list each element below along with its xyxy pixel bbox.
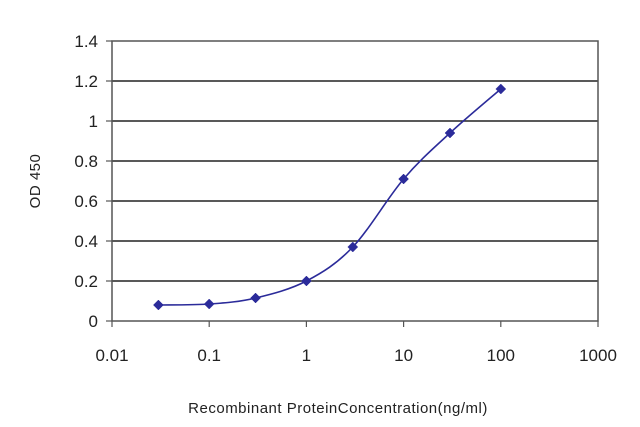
data-point [347, 241, 359, 253]
x-axis-label: Recombinant ProteinConcentration(ng/ml) [188, 400, 488, 417]
plot-area [111, 40, 599, 322]
y-tick-label: 0.4 [74, 232, 98, 251]
x-tick-label: 0.01 [95, 346, 128, 365]
x-tick-label: 1 [302, 346, 311, 365]
series-layer [153, 83, 507, 311]
data-point [203, 298, 215, 310]
x-tick-label: 100 [487, 346, 515, 365]
x-tick-label: 0.1 [197, 346, 221, 365]
x-tick-label: 1000 [579, 346, 617, 365]
y-tick-label: 1.4 [74, 32, 98, 51]
y-tick-label: 1.2 [74, 72, 98, 91]
data-point [495, 83, 507, 95]
x-tick-label: 10 [394, 346, 413, 365]
y-tick-label: 1 [89, 112, 98, 131]
grid-lines [112, 80, 598, 282]
data-point [301, 275, 312, 287]
data-point [153, 299, 164, 311]
x-axis-ticks: 0.01 0.1 1 10 100 1000 [95, 321, 617, 365]
data-point [398, 173, 409, 185]
data-point [250, 292, 261, 304]
data-point [444, 127, 456, 139]
y-axis-label: OD 450 [27, 154, 44, 209]
y-axis-ticks: 0 0.2 0.4 0.6 0.8 1 1.2 1.4 [74, 32, 112, 331]
y-tick-label: 0.6 [74, 192, 98, 211]
y-tick-label: 0.8 [74, 152, 98, 171]
y-tick-label: 0 [89, 312, 98, 331]
y-tick-label: 0.2 [74, 272, 98, 291]
